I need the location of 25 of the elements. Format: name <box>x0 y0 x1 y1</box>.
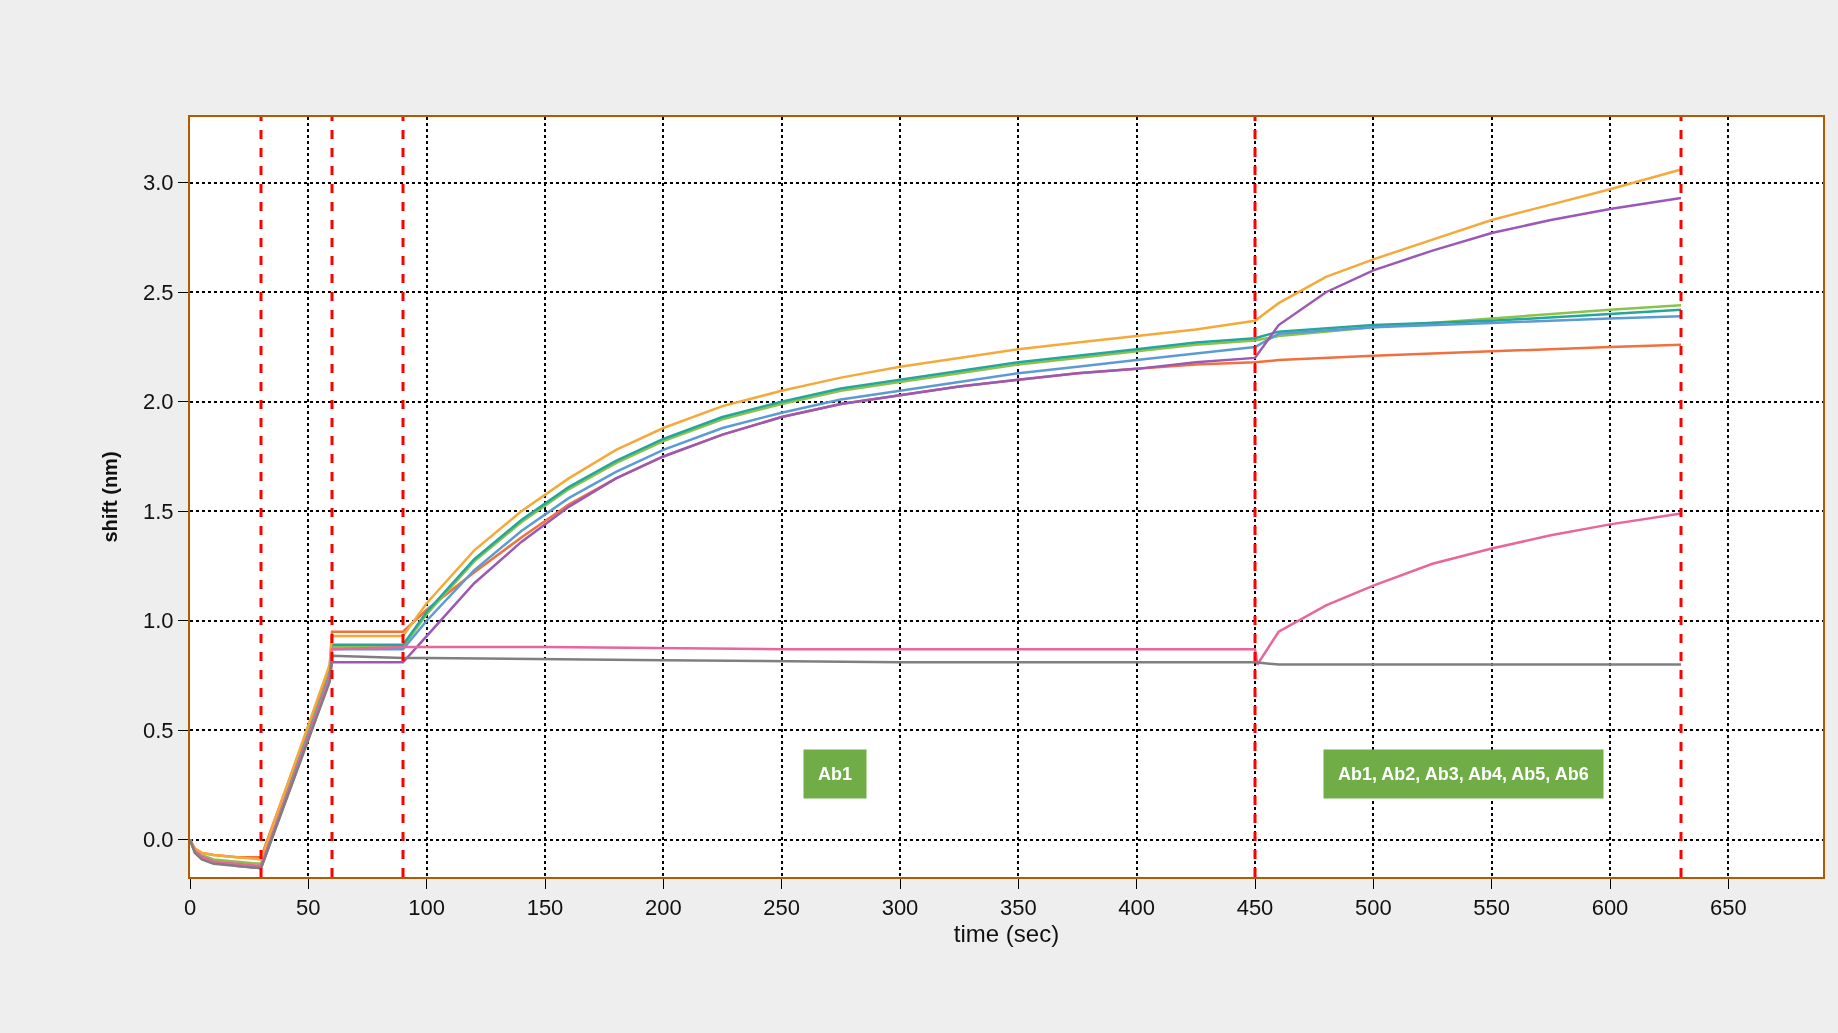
y-axis-title: shift (nm) <box>99 451 122 543</box>
x-tick-label: 550 <box>1473 895 1511 921</box>
x-tick-label: 450 <box>1236 895 1274 921</box>
y-tick-label: 2.0 <box>143 389 174 415</box>
x-tick-label: 350 <box>999 895 1037 921</box>
x-tick-label: 500 <box>1354 895 1392 921</box>
x-tick-label: 650 <box>1709 895 1747 921</box>
annotation: Ab1, Ab2, Ab3, Ab4, Ab5, Ab6 <box>1338 764 1589 784</box>
y-tick-label: 1.0 <box>143 608 174 634</box>
x-axis-title: time (sec) <box>953 920 1060 948</box>
y-tick-label: 0.5 <box>143 717 174 743</box>
x-tick-label: 100 <box>408 895 446 921</box>
x-tick-label: 50 <box>296 895 321 921</box>
annotation: Ab1 <box>818 764 853 784</box>
y-tick-label: 0.0 <box>143 827 174 853</box>
x-tick-label: 150 <box>526 895 564 921</box>
x-tick-label: 300 <box>881 895 919 921</box>
x-tick-label: 200 <box>644 895 682 921</box>
x-tick-label: 600 <box>1591 895 1629 921</box>
y-tick-label: 3.0 <box>143 170 174 196</box>
y-tick-label: 2.5 <box>143 279 174 305</box>
x-tick-label: 400 <box>1118 895 1156 921</box>
x-tick-label: 250 <box>763 895 801 921</box>
y-tick-label: 1.5 <box>143 498 174 524</box>
x-tick-label: 0 <box>183 895 197 921</box>
